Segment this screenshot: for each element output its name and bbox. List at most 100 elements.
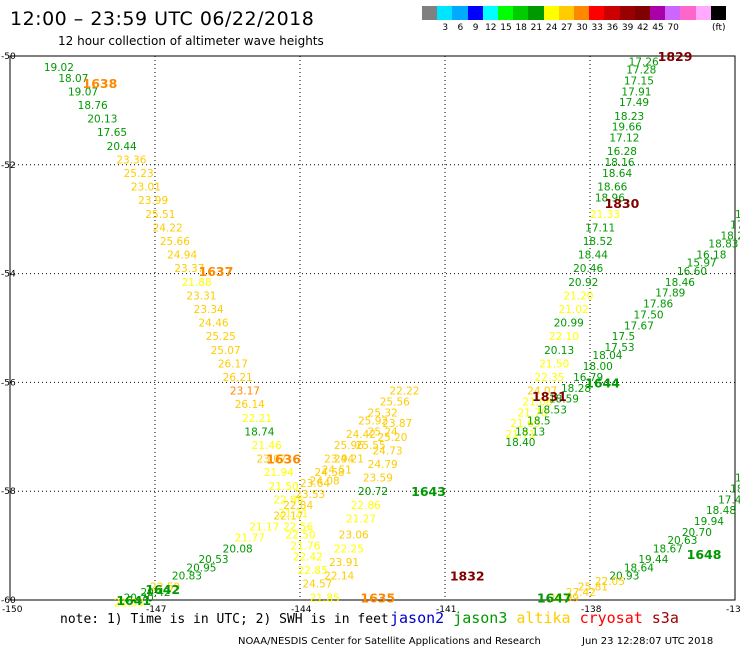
color-swatch: [482, 6, 499, 20]
color-scale-tick: 18: [515, 23, 527, 33]
wave-height-value: 17.50: [634, 309, 664, 321]
wave-height-value: 21.27: [346, 513, 376, 525]
pass-time-label: 1635: [360, 590, 395, 605]
wave-height-value: 16.60: [677, 266, 707, 278]
wave-height-value: 21.69: [510, 418, 540, 430]
color-swatch: [589, 6, 605, 20]
wave-height-value: 19.02: [44, 62, 74, 74]
wave-height-value: 24.94: [167, 250, 197, 262]
wave-height-value: 17.5: [612, 331, 635, 343]
wave-height-value: 21.88: [182, 277, 212, 289]
wave-height-value: 22.21: [242, 413, 272, 425]
wave-height-value: 20.53: [199, 554, 229, 566]
color-scale-tick: 70: [667, 23, 679, 33]
wave-height-value: 22.56: [283, 522, 313, 534]
wave-height-value: 21.33: [590, 209, 620, 221]
wave-height-value: 25.51: [145, 209, 175, 221]
wave-height-value: 17.47: [718, 494, 740, 506]
color-swatch: [543, 6, 560, 20]
wave-height-value: 17.11: [585, 222, 615, 234]
wave-height-value: 22.84: [283, 500, 313, 512]
wave-height-value: 20.13: [544, 345, 574, 357]
color-scale-tick: 33: [591, 23, 603, 33]
color-scale-tick: 9: [472, 23, 479, 33]
legend-jason3: jason3: [453, 609, 508, 627]
wave-height-value: 17.67: [624, 320, 654, 332]
pass-time-label: 1644: [585, 375, 620, 390]
legend-s3a: s3a: [651, 609, 679, 627]
wave-height-value: 25.96: [334, 440, 364, 452]
wave-height-value: 18.52: [583, 236, 613, 248]
wave-height-value: 20.95: [186, 562, 216, 574]
x-tick-label: -150: [2, 605, 23, 615]
color-scale-unit: (ft): [712, 23, 726, 33]
wave-height-value: 26.17: [218, 358, 248, 370]
wave-height-value: 18: [735, 209, 740, 221]
wave-height-value: 24.51: [322, 464, 352, 476]
legend-jason2: jason2: [390, 609, 445, 627]
color-swatch: [604, 6, 621, 20]
x-tick-label: -147: [146, 605, 166, 615]
wave-height-value: 20.13: [87, 114, 117, 126]
wave-height-value: 26.14: [235, 399, 265, 411]
wave-height-value: 25.23: [124, 168, 154, 180]
wave-height-value: 18.48: [706, 505, 736, 517]
wave-height-value: 22.50: [286, 530, 316, 542]
wave-height-value: 28.99: [549, 592, 579, 604]
color-swatch: [710, 6, 727, 20]
wave-height-value: 23.37: [174, 263, 204, 275]
wave-height-value: 22.10: [549, 331, 579, 343]
color-scale-tick: 3: [442, 23, 449, 33]
wave-height-value: 22.86: [351, 500, 381, 512]
footer-credit: NOAA/NESDIS Center for Satellite Applica…: [238, 636, 541, 647]
wave-height-value: 25.07: [211, 345, 241, 357]
wave-height-value: 24.57: [302, 579, 332, 591]
wave-height-value: 24.22: [153, 222, 183, 234]
wave-height-value: 22.14: [324, 571, 354, 583]
wave-height-value: 21.17: [249, 522, 279, 534]
y-tick-label: -50: [1, 52, 16, 62]
page-title: 12:00 – 23:59 UTC 06/22/2018: [10, 8, 315, 30]
wave-height-value: 18.13: [515, 426, 545, 438]
wave-height-value: 23.17: [230, 386, 260, 398]
wave-height-value: 20.70: [124, 592, 154, 604]
wave-height-value: 20.44: [107, 141, 137, 153]
color-scale-tick: 6: [457, 23, 464, 33]
wave-height-value: 17.91: [621, 86, 651, 98]
wave-height-value: 24.79: [368, 459, 398, 471]
wave-height-value: 22.05: [595, 576, 625, 588]
wave-height-value: 24.73: [373, 445, 403, 457]
wave-height-value: 20.42: [141, 587, 171, 599]
wave-height-value: 21.50: [269, 481, 299, 493]
wave-height-value: 22.42: [293, 551, 323, 563]
color-swatch: [437, 6, 453, 20]
wave-height-value: 25.81: [578, 581, 608, 593]
color-swatch: [558, 6, 575, 20]
pass-time-label: 1638: [83, 76, 118, 91]
wave-height-value: 16.28: [607, 146, 637, 158]
color-swatch: [665, 6, 681, 20]
wave-height-value: 20.92: [568, 277, 598, 289]
wave-height-value: 21.85: [310, 592, 340, 604]
wave-height-value: 20.93: [609, 571, 639, 583]
wave-height-value: 24.46: [199, 318, 229, 330]
color-scale-tick: 42: [637, 23, 649, 33]
wave-height-value: 17.4: [730, 220, 740, 232]
wave-height-value: 17.65: [97, 127, 127, 139]
wave-height-value: 18.25: [721, 231, 740, 243]
color-scale-tick: 12: [485, 23, 497, 33]
wave-height-value: 17.15: [624, 75, 654, 87]
wave-height-value: 15.97: [687, 258, 717, 270]
wave-height-value: 23.34: [194, 304, 224, 316]
wave-height-value: 18.76: [78, 100, 108, 112]
wave-height-value: 18.07: [58, 73, 88, 85]
wave-height-value: 18.64: [602, 168, 632, 180]
page-subtitle: 12 hour collection of altimeter wave hei…: [58, 34, 324, 48]
wave-height-value: 19.66: [612, 122, 642, 134]
wave-height-value: 21.70: [518, 407, 548, 419]
color-swatch: [528, 6, 545, 20]
wave-height-value: 17.49: [619, 97, 649, 109]
pass-time-label: 1642: [145, 582, 180, 597]
color-scale-tick: 15: [500, 23, 512, 33]
x-tick-label: -141: [436, 605, 456, 615]
